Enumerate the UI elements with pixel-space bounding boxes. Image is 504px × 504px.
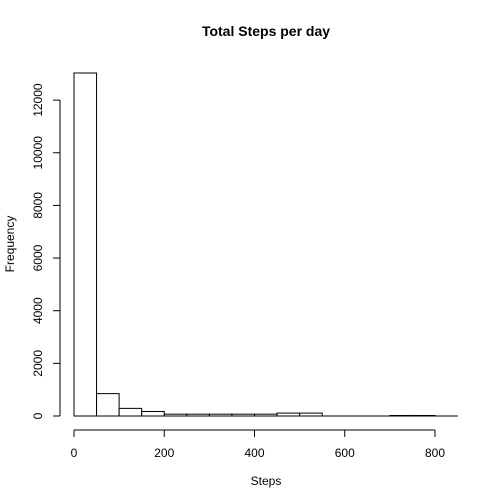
x-axis: 0 200 400 600 800 [71,429,445,460]
x-tick-label-0: 0 [71,446,78,460]
y-axis: 0 2000 4000 6000 8000 10000 12000 [31,83,61,419]
y-axis-label: Frequency [3,216,17,273]
x-tick-label-3: 600 [335,446,355,460]
x-tick-label-1: 200 [154,446,174,460]
histogram-bar-3 [141,411,165,417]
y-tick-label-1: 2000 [31,350,45,377]
bars-group [73,72,458,417]
y-tick-label-3: 6000 [31,244,45,271]
y-tick-label-6: 12000 [31,83,45,117]
x-tick-label-2: 400 [244,446,264,460]
y-tick-label-5: 10000 [31,136,45,170]
y-tick-label-0: 0 [31,412,45,419]
y-tick-label-2: 4000 [31,297,45,324]
x-tick-label-4: 800 [425,446,445,460]
x-axis-label: Steps [251,474,282,488]
histogram-bar-0 [73,72,98,417]
histogram-bar-1 [96,393,120,417]
chart-title: Total Steps per day [202,23,330,39]
histogram-bar-2 [118,407,143,417]
y-tick-label-4: 8000 [31,192,45,219]
